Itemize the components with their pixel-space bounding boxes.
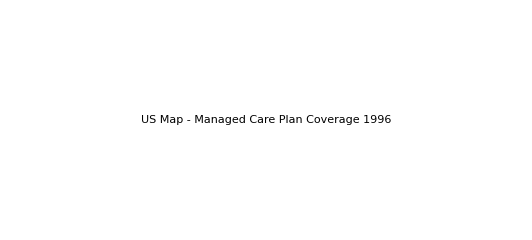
Text: US Map - Managed Care Plan Coverage 1996: US Map - Managed Care Plan Coverage 1996 (141, 115, 391, 125)
